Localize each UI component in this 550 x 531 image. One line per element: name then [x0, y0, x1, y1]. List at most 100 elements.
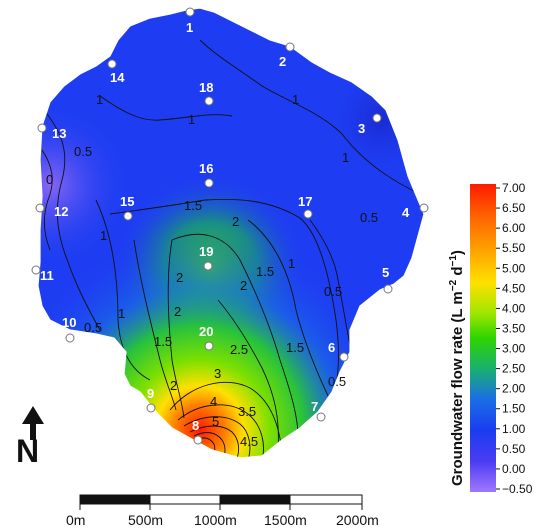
- contour-0-west: [41, 149, 53, 251]
- scale-label: 1500m: [264, 512, 307, 528]
- site-label-17: 17: [298, 194, 312, 209]
- contour-label: 4: [210, 394, 217, 409]
- site-label-7: 7: [311, 399, 318, 414]
- site-label-15: 15: [120, 194, 134, 209]
- site-marker-2: [285, 42, 295, 52]
- site-label-10: 10: [62, 315, 76, 330]
- contour-label: 2: [174, 304, 181, 319]
- site-marker-10: [65, 333, 75, 343]
- site-marker-4: [419, 203, 429, 213]
- site-label-8: 8: [192, 418, 199, 433]
- scale-label: 0m: [66, 512, 85, 528]
- contour-label: 3: [214, 366, 221, 381]
- colorbar-tick-label: 3.00: [502, 342, 526, 356]
- site-marker-8: [193, 435, 203, 445]
- site-marker-20: [204, 341, 214, 351]
- contour-label: 5: [212, 414, 219, 429]
- contour-2.5: [217, 299, 279, 451]
- contour-label: 1.5: [256, 264, 274, 279]
- contour-label: 2: [232, 214, 239, 229]
- colorbar-tick-label: 6.50: [502, 201, 526, 215]
- north-arrow-label: N: [16, 433, 39, 469]
- colorbar-tick-label: 7.00: [502, 181, 526, 195]
- contour-label: 0.5: [328, 374, 346, 389]
- scale-label: 500m: [128, 512, 163, 528]
- site-label-18: 18: [199, 80, 213, 95]
- sampling-sites: 1 2 3 4 5 6 7 8 9 10 11 12 13 14 15 16 1…: [31, 7, 429, 445]
- colorbar-tick-label: 6.00: [502, 221, 526, 235]
- contour-label: 2.5: [230, 342, 248, 357]
- colorbar-tick-label: 1.00: [502, 422, 526, 436]
- site-marker-16: [204, 178, 214, 188]
- contour-labels: 1 1 1 1 0.5 0 0.5 0.5 0.5 0.5 1.5 1 1 1.…: [46, 92, 378, 449]
- island-surface: [38, 8, 424, 458]
- colorbar-tick-label: 4.00: [502, 301, 526, 315]
- site-label-1: 1: [186, 20, 193, 35]
- contour-0.5-west: [43, 109, 101, 331]
- contour-label: 0.5: [324, 284, 342, 299]
- site-marker-13: [37, 123, 47, 133]
- site-label-19: 19: [199, 244, 213, 259]
- site-marker-5: [383, 284, 393, 294]
- site-label-20: 20: [199, 324, 213, 339]
- colorbar-tick-label: 4.50: [502, 281, 526, 295]
- contour-0.5-east: [309, 219, 351, 346]
- site-marker-18: [204, 96, 214, 106]
- site-label-16: 16: [199, 161, 213, 176]
- contour-1-west-a: [99, 95, 233, 121]
- scale-label: 2000m: [336, 512, 379, 528]
- site-marker-1: [185, 7, 195, 17]
- colorbar: 7.00 6.50 6.00 5.50 5.00 4.50 4.00 3.50 3.00 2.50…: [448, 181, 533, 496]
- contour-2-loop: [171, 233, 299, 447]
- contour-1-east: [247, 219, 331, 401]
- site-marker-6: [339, 352, 349, 362]
- colorbar-tick-label: 0.50: [502, 442, 526, 456]
- site-marker-7: [316, 412, 326, 422]
- site-marker-15: [123, 211, 133, 221]
- site-marker-12: [35, 203, 45, 213]
- colorbar-ticks: 7.00 6.50 6.00 5.50 5.00 4.50 4.00 3.50 3.00 2.50…: [496, 181, 533, 496]
- contour-label: 1.5: [286, 340, 304, 355]
- contour-label: 1.5: [184, 198, 202, 213]
- contour-3.5: [177, 404, 264, 458]
- site-label-9: 9: [147, 386, 154, 401]
- contour-1.5-north: [109, 198, 339, 411]
- contour-label: 2: [170, 378, 177, 393]
- site-label-13: 13: [52, 126, 66, 141]
- contour-label: 1: [292, 92, 299, 107]
- contour-label: 1: [118, 306, 125, 321]
- contour-4.5: [189, 425, 240, 458]
- contour-label: 0: [46, 172, 53, 187]
- colorbar-tick-label: 3.50: [502, 321, 526, 335]
- contour-1-north: [199, 39, 421, 195]
- site-label-11: 11: [40, 268, 54, 283]
- site-marker-9: [146, 403, 156, 413]
- site-label-3: 3: [358, 121, 365, 136]
- colorbar-tick-label: 0.00: [502, 462, 526, 476]
- contour-label: 3.5: [238, 404, 256, 419]
- contour-label: 2: [240, 278, 247, 293]
- contour-1-mid: [95, 199, 151, 381]
- colorbar-tick-label: −0.50: [502, 482, 533, 496]
- site-marker-19: [203, 261, 213, 271]
- contour-label: 1.5: [154, 334, 172, 349]
- scale-bar: 0m 500m 1000m 1500m 2000m: [66, 494, 379, 528]
- contour-lines: [41, 39, 421, 458]
- site-label-4: 4: [402, 205, 410, 220]
- contour-label: 1: [96, 92, 103, 107]
- contour-label: 0.5: [74, 144, 92, 159]
- site-marker-3: [372, 113, 382, 123]
- colorbar-tick-label: 1.50: [502, 402, 526, 416]
- colorbar-tick-label: 2.00: [502, 382, 526, 396]
- contour-label: 1: [342, 150, 349, 165]
- colorbar-ramp: [470, 184, 496, 492]
- contour-label: 1: [100, 228, 107, 243]
- contour-label: 4.5: [240, 434, 258, 449]
- site-marker-11: [31, 265, 41, 275]
- contour-label: 0.5: [84, 320, 102, 335]
- contour-4: [183, 416, 251, 458]
- contour-label: 1: [188, 112, 195, 127]
- colorbar-title: Groundwater flow rate (L m−2 d−1): [448, 250, 466, 486]
- contour-label: 0.5: [360, 210, 378, 225]
